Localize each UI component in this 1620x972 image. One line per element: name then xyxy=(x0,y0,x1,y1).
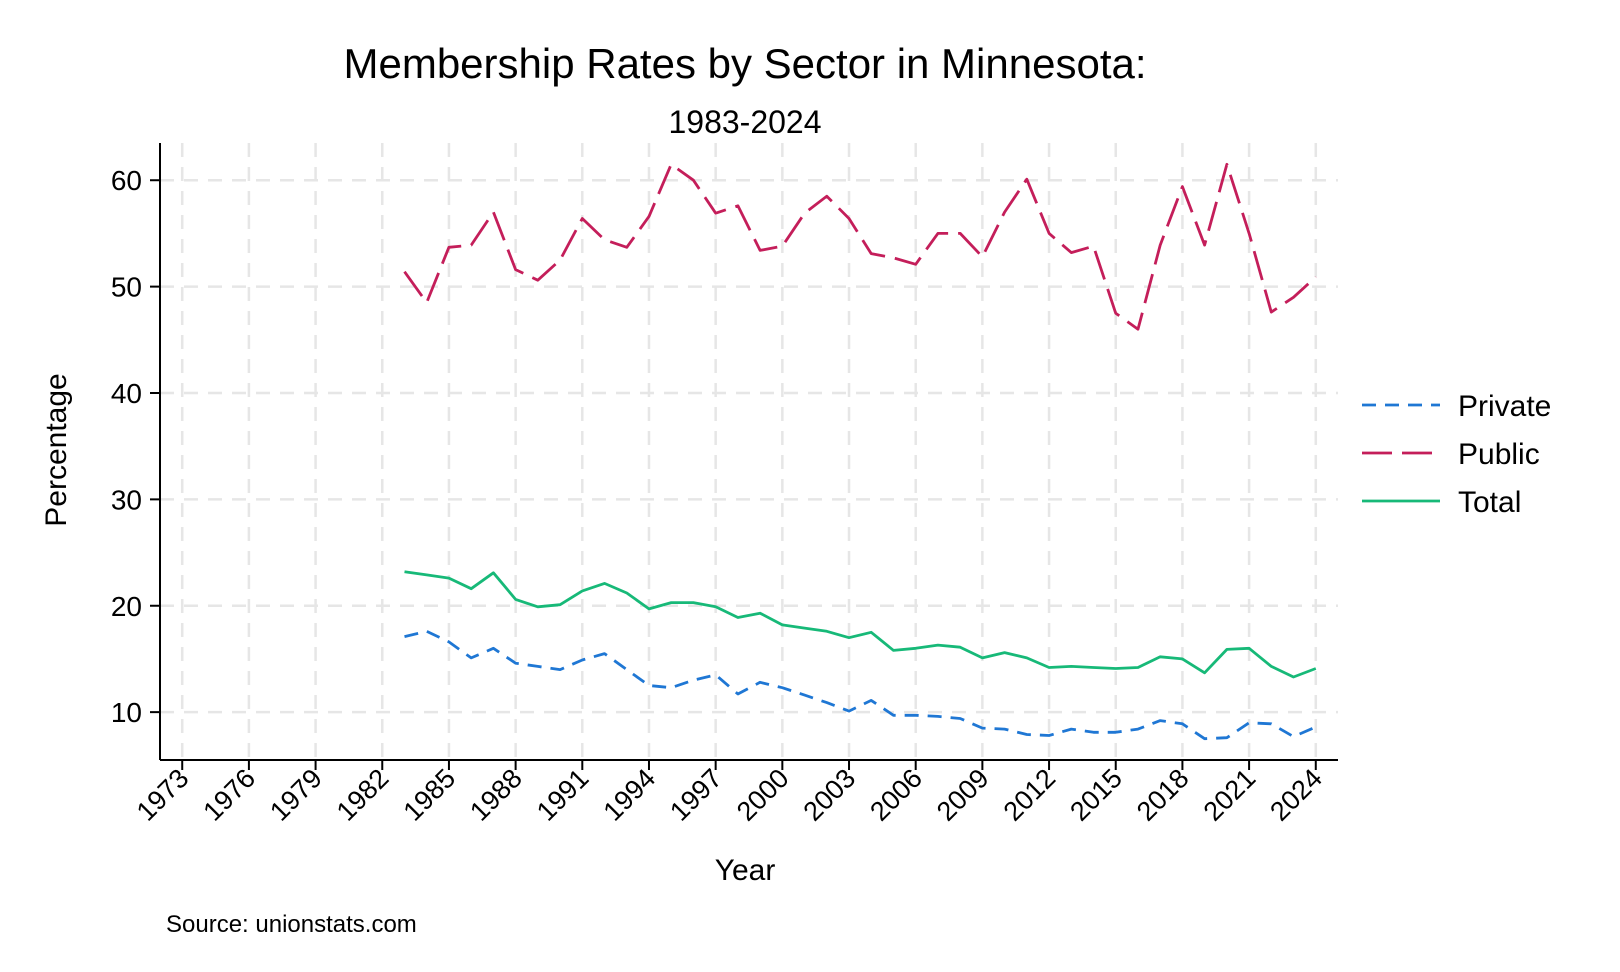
x-tick-label-2003: 2003 xyxy=(798,763,862,827)
chart-title: Membership Rates by Sector in Minnesota: xyxy=(343,40,1146,87)
x-tick-label-1979: 1979 xyxy=(264,763,328,827)
y-axis-label: Percentage xyxy=(40,373,73,526)
y-tick-label-10: 10 xyxy=(111,697,142,728)
y-tick-label-60: 60 xyxy=(111,165,142,196)
legend: Private Public Total xyxy=(1362,390,1551,519)
x-tick-label-2015: 2015 xyxy=(1064,763,1128,827)
series-line-total xyxy=(404,570,1317,679)
y-tick-label-20: 20 xyxy=(111,591,142,622)
x-tick-label-1982: 1982 xyxy=(331,763,395,827)
x-tick-label-2018: 2018 xyxy=(1131,763,1195,827)
series-line-private xyxy=(404,629,1317,741)
legend-label-total: Total xyxy=(1458,486,1521,519)
plot-area xyxy=(403,162,1317,741)
x-tick-label-1988: 1988 xyxy=(464,763,528,827)
x-tick-label-2024: 2024 xyxy=(1264,763,1328,827)
x-tick-label-1997: 1997 xyxy=(664,763,728,827)
legend-label-private: Private xyxy=(1458,390,1551,423)
x-tick-label-1991: 1991 xyxy=(531,763,595,827)
y-tick-label-30: 30 xyxy=(111,484,142,515)
y-tick-label-40: 40 xyxy=(111,378,142,409)
x-tick-label-1985: 1985 xyxy=(397,763,461,827)
x-tick-label-2009: 2009 xyxy=(931,763,995,827)
source-note: Source: unionstats.com xyxy=(166,911,417,938)
chart-subtitle: 1983-2024 xyxy=(668,104,821,140)
legend-label-public: Public xyxy=(1458,438,1540,471)
x-tick-label-2006: 2006 xyxy=(864,763,928,827)
x-tick-label-2012: 2012 xyxy=(998,763,1062,827)
x-tick-label-1994: 1994 xyxy=(598,763,662,827)
series-line-public xyxy=(403,162,1317,331)
x-tick-label-2021: 2021 xyxy=(1198,763,1262,827)
x-axis-label: Year xyxy=(715,854,776,887)
x-tick-label-1976: 1976 xyxy=(197,763,261,827)
y-tick-label-50: 50 xyxy=(111,272,142,303)
x-tick-label-2000: 2000 xyxy=(731,763,795,827)
x-tick-label-1973: 1973 xyxy=(131,763,195,827)
gridlines xyxy=(160,143,1338,760)
